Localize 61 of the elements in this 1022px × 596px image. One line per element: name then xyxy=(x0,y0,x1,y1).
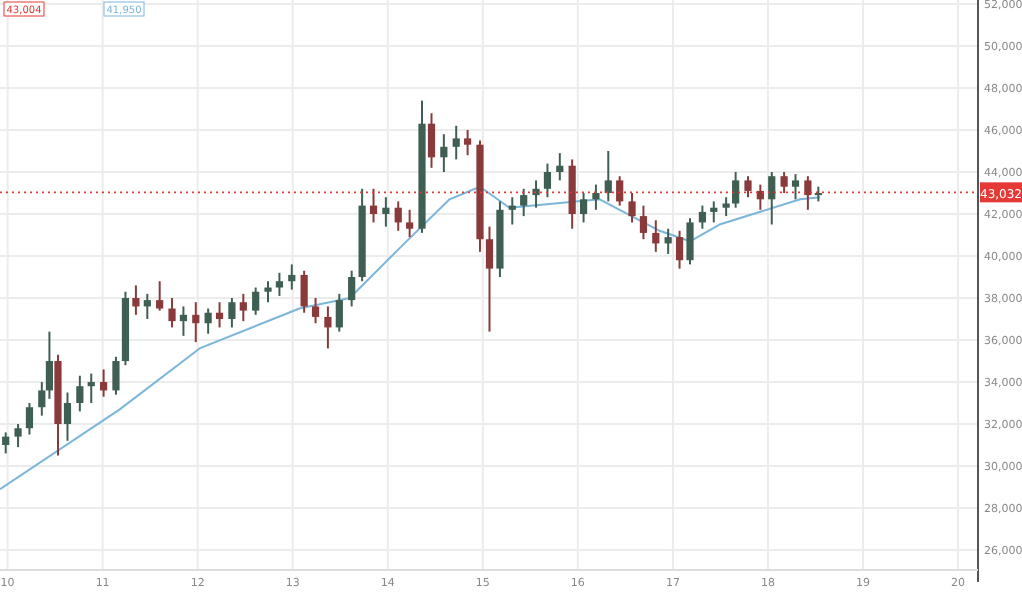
candlestick xyxy=(179,305,188,337)
candlestick xyxy=(520,187,528,218)
candlestick xyxy=(382,196,390,228)
candlestick xyxy=(2,431,10,455)
candlestick xyxy=(143,292,151,321)
candlestick xyxy=(452,124,460,161)
candlestick xyxy=(394,200,402,232)
candlestick xyxy=(427,112,436,169)
candlestick xyxy=(100,368,108,398)
candlestick xyxy=(87,372,95,405)
candlestick xyxy=(722,196,730,218)
candlestick xyxy=(215,301,224,329)
candlestick xyxy=(406,208,414,239)
candlestick xyxy=(639,204,648,241)
candlestick xyxy=(300,269,308,314)
candlestick xyxy=(791,173,800,201)
candlestick xyxy=(112,355,120,396)
candlestick xyxy=(192,301,200,344)
candlestick xyxy=(710,200,718,224)
candlestick xyxy=(132,284,140,316)
candlestick xyxy=(464,129,472,157)
candlestick xyxy=(25,402,34,436)
candlestick xyxy=(168,297,176,329)
candlestick xyxy=(335,292,343,333)
candlestick xyxy=(592,183,600,211)
candlestick xyxy=(508,196,516,226)
candlestick xyxy=(780,171,788,195)
candlestick xyxy=(324,305,332,350)
candlestick xyxy=(204,307,212,335)
candlestick xyxy=(275,271,284,297)
candlestick xyxy=(532,179,540,209)
candlestick xyxy=(604,150,612,203)
candlestick xyxy=(804,175,812,211)
candlestick xyxy=(14,423,22,449)
candlestick xyxy=(369,187,378,224)
candlestick xyxy=(664,227,672,255)
candlestick xyxy=(675,229,684,270)
candlestick xyxy=(288,263,296,291)
candlestick xyxy=(485,225,494,333)
candlestick xyxy=(264,280,272,304)
candlestick xyxy=(76,374,84,413)
candlestick xyxy=(228,297,236,329)
candlestick xyxy=(543,162,552,199)
candlestick xyxy=(156,280,164,312)
candlestick xyxy=(628,192,636,224)
candlestick xyxy=(579,192,588,224)
candlestick xyxy=(252,286,260,316)
line-series xyxy=(0,185,822,491)
candlestick xyxy=(440,133,448,174)
candlestick xyxy=(616,175,624,207)
candlestick xyxy=(698,204,706,230)
candlestick xyxy=(744,175,752,199)
candlestick xyxy=(652,219,660,253)
candlestick xyxy=(732,171,740,209)
candlestick xyxy=(768,171,776,226)
candlestick xyxy=(239,292,247,323)
candlestick xyxy=(63,391,72,442)
candlestick xyxy=(686,217,694,266)
candlestick xyxy=(348,269,356,308)
candlestick xyxy=(311,297,320,325)
candlestick xyxy=(556,152,564,182)
